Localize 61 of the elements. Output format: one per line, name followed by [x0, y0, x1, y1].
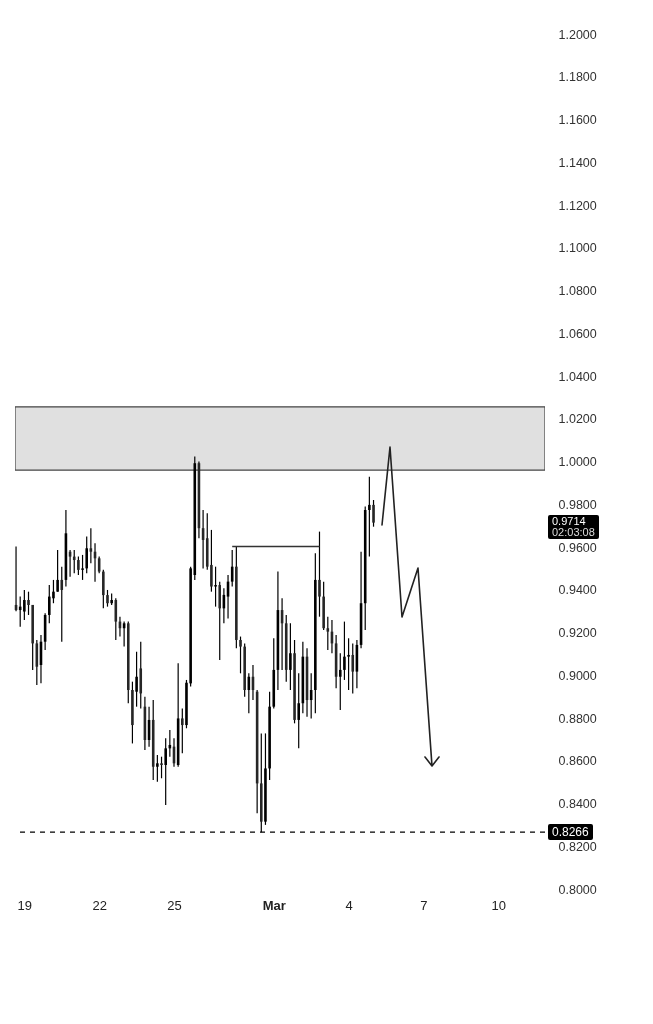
candlestick: [347, 637, 350, 691]
candlestick: [60, 566, 64, 643]
candlestick: [56, 549, 59, 593]
y-tick-label: 0.9400: [558, 583, 597, 598]
candlestick: [218, 581, 222, 661]
candlestick: [239, 635, 242, 674]
y-tick-label: 1.0200: [558, 412, 597, 427]
candlestick: [185, 679, 188, 729]
candlestick: [72, 549, 76, 574]
candlestick: [372, 499, 375, 528]
candlestick: [156, 754, 159, 783]
candlestick: [338, 652, 342, 711]
candlestick: [297, 672, 301, 749]
candlestick: [23, 589, 26, 621]
text: 02:03:08: [552, 525, 595, 538]
y-tick-label: 1.1600: [558, 113, 597, 127]
x-tick-label: 19: [17, 897, 33, 913]
candlestick: [131, 681, 134, 745]
y-tick-label: 1.0600: [558, 326, 597, 341]
candlestick: [293, 639, 296, 724]
candlestick: [351, 642, 355, 695]
candlestick: [77, 556, 80, 576]
y-tick-label: 1.1200: [558, 198, 597, 213]
candlestick: [164, 737, 167, 806]
y-tick-label: 0.8200: [558, 839, 597, 854]
y-tick-label: 0.8400: [558, 797, 597, 811]
x-tick-label: 7: [420, 897, 428, 913]
y-tick-label: 0.9200: [558, 626, 597, 640]
y-tick-label: 1.1400: [558, 155, 597, 170]
y-tick-label: 1.0400: [558, 369, 597, 384]
x-tick-label: 4: [345, 897, 353, 913]
y-tick-label: 0.8000: [558, 882, 597, 897]
y-tick-label: 0.9800: [558, 497, 597, 512]
y-tick-label: 0.8800: [558, 711, 597, 726]
candlestick: [343, 621, 346, 681]
y-tick-label: 1.0800: [558, 284, 597, 298]
y-tick-label: 1.2000: [558, 27, 597, 42]
candlestick: [135, 651, 138, 708]
y-tick-label: 1.1000: [558, 241, 597, 256]
candlestick: [106, 589, 109, 608]
candlestick: [368, 476, 371, 558]
y-tick-label: 1.1800: [558, 70, 597, 85]
y-tick-label: 0.8600: [558, 754, 597, 769]
text: 0.9714: [552, 514, 587, 527]
x-tick-label: 10: [491, 897, 506, 913]
x-tick-label: 22: [92, 897, 107, 913]
candlestick: [264, 732, 267, 826]
candlestick: [102, 569, 105, 609]
candlestick: [289, 622, 292, 691]
candlestick: [210, 529, 213, 593]
candlestick: [214, 566, 217, 608]
y-tick-label: 0.9000: [558, 668, 597, 683]
y-tick-label: 0.9600: [558, 540, 597, 555]
candlestick: [85, 535, 89, 574]
x-tick-label: Mar: [262, 897, 286, 913]
candlestick: [27, 591, 30, 616]
candlestick: [47, 584, 51, 624]
ref-line-label: 0.8266: [548, 824, 593, 841]
y-tick-label: 1.0000: [558, 455, 597, 469]
candlestick: [81, 554, 84, 581]
x-tick-label: 25: [167, 897, 182, 913]
